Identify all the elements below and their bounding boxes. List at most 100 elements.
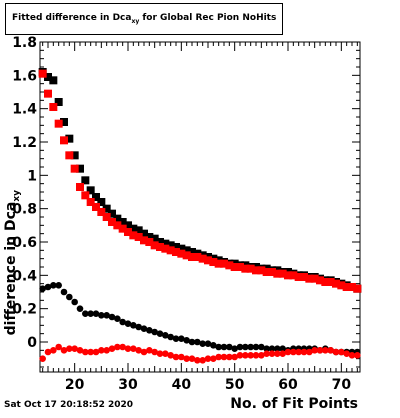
data-point-square (225, 261, 234, 270)
data-point-square (257, 266, 266, 275)
data-point-circle (39, 355, 46, 362)
data-point-circle (76, 347, 84, 354)
data-point-circle (247, 352, 254, 359)
data-point-circle (50, 282, 57, 289)
data-point-square (230, 263, 239, 271)
data-point-circle (242, 343, 249, 351)
data-point-circle (167, 352, 174, 359)
data-point-square (161, 244, 170, 253)
data-point-square (65, 134, 74, 143)
data-point-square (150, 241, 159, 250)
data-point-square (81, 191, 90, 200)
data-point-square (124, 221, 132, 230)
data-point-square (220, 259, 228, 268)
data-point-circle (332, 348, 340, 356)
data-point-circle (252, 352, 260, 359)
data-point-circle (146, 347, 153, 354)
data-point-square (188, 248, 196, 256)
data-point-circle (156, 330, 164, 337)
data-point-square (140, 229, 148, 238)
data-point-circle (44, 283, 52, 291)
data-point-square (289, 271, 298, 280)
y-tick-label: 0 (27, 335, 37, 351)
y-tick-label: 0.6 (12, 235, 37, 251)
y-tick-label: 1.8 (12, 35, 37, 51)
data-point-circle (103, 312, 110, 319)
data-point-square (54, 98, 63, 106)
data-point-square (150, 234, 159, 243)
data-point-square (145, 238, 154, 246)
data-point-square (316, 276, 324, 285)
data-point-circle (242, 352, 249, 359)
data-point-square (305, 274, 314, 283)
data-point-circle (252, 343, 260, 351)
data-point-square (38, 69, 47, 78)
data-point-circle (66, 345, 73, 352)
data-point-circle (210, 355, 217, 362)
y-tick-label: 0.8 (12, 202, 37, 218)
data-point-circle (290, 348, 297, 356)
data-point-square (166, 241, 175, 250)
data-point-circle (50, 347, 57, 354)
data-point-square (294, 273, 303, 281)
chart-title: Fitted difference in Dcaxy for Global Re… (12, 13, 277, 25)
data-point-square (134, 233, 143, 241)
data-point-square (214, 259, 223, 268)
data-point-circle (119, 343, 126, 351)
data-point-circle (76, 305, 84, 312)
y-tick-label: 0.2 (12, 302, 37, 318)
data-point-circle (82, 348, 89, 356)
data-point-square (182, 251, 191, 260)
data-point-circle (226, 343, 233, 351)
data-point-circle (130, 322, 137, 329)
data-point-square (65, 151, 74, 160)
data-point-square (102, 213, 111, 221)
plot-frame (39, 41, 361, 373)
data-point-circle (188, 338, 196, 346)
data-point-circle (140, 325, 148, 332)
data-point-square (81, 176, 90, 185)
data-point-circle (162, 350, 169, 357)
y-tick-label: 1 (27, 168, 37, 184)
data-point-square (97, 198, 106, 206)
data-point-circle (124, 345, 132, 352)
data-point-circle (44, 348, 52, 356)
data-point-circle (108, 313, 116, 321)
data-point-circle (268, 345, 276, 352)
data-point-circle (92, 348, 100, 356)
data-point-square (70, 164, 79, 173)
data-point-square (86, 198, 95, 206)
data-point-circle (60, 288, 68, 296)
data-point-square (177, 249, 186, 258)
data-point-square (326, 278, 335, 286)
data-point-circle (199, 340, 206, 347)
data-point-circle (231, 345, 238, 352)
y-tick-label: 1.2 (12, 135, 37, 151)
data-point-square (198, 254, 207, 263)
data-point-circle (322, 347, 329, 354)
data-point-square (92, 193, 100, 201)
data-point-square (76, 164, 84, 173)
data-point-circle (66, 293, 73, 301)
x-tick-label: 20 (65, 377, 85, 393)
data-point-circle (151, 348, 158, 356)
data-point-circle (55, 282, 62, 289)
data-point-square (97, 208, 106, 216)
data-point-square (332, 279, 340, 288)
data-point-square (246, 264, 255, 273)
data-point-circle (103, 347, 110, 354)
data-point-circle (71, 345, 78, 352)
data-point-square (49, 76, 58, 85)
data-point-square (348, 283, 356, 291)
x-tick-label: 40 (172, 377, 192, 393)
data-point-square (300, 273, 308, 281)
data-point-circle (258, 343, 265, 351)
data-point-square (108, 209, 116, 218)
data-point-circle (279, 345, 286, 352)
data-point-circle (348, 352, 356, 359)
data-point-circle (263, 345, 270, 352)
data-point-square (252, 266, 260, 275)
data-point-square (113, 214, 122, 223)
